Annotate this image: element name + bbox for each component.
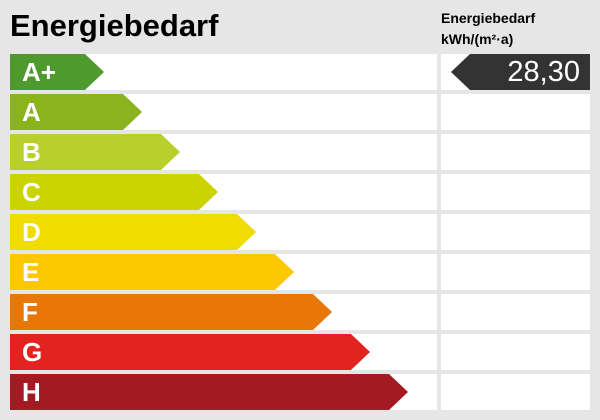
class-row-E: E [10,254,437,290]
class-label: A+ [22,57,56,87]
class-arrow: C [10,174,218,210]
class-label: H [22,377,41,407]
class-label: E [22,257,40,287]
value-header-unit: kWh/(m²·a) [441,31,514,47]
class-row-G: G [10,334,437,370]
value-cell [441,374,590,410]
class-label: B [22,137,41,167]
class-arrow: H [10,374,408,410]
value-cell [441,94,590,130]
class-arrow: F [10,294,332,330]
value-cell [441,174,590,210]
value-cell [441,334,590,370]
class-label: A [22,97,41,127]
class-arrow: E [10,254,294,290]
value-cell: 28,30 [441,54,590,90]
class-label: F [22,297,38,327]
class-row-A+: A+ [10,54,437,90]
class-arrow: A [10,94,142,130]
class-row-B: B [10,134,437,170]
value-pointer: 28,30 [451,54,590,90]
value-cell [441,294,590,330]
page-title: Energiebedarf [10,8,219,43]
class-arrow: D [10,214,256,250]
class-row-D: D [10,214,437,250]
value-header: Energiebedarf kWh/(m²·a) [441,8,535,50]
value-cell [441,134,590,170]
class-label: C [22,177,41,207]
class-row-H: H [10,374,437,410]
value-cell [441,214,590,250]
class-arrow: G [10,334,370,370]
class-arrow: B [10,134,180,170]
class-row-F: F [10,294,437,330]
class-label: D [22,217,41,247]
energy-value: 28,30 [507,56,580,88]
value-cell [441,254,590,290]
class-arrow: A+ [10,54,104,90]
class-row-A: A [10,94,437,130]
class-label: G [22,337,43,367]
value-header-line1: Energiebedarf [441,10,536,26]
class-row-C: C [10,174,437,210]
